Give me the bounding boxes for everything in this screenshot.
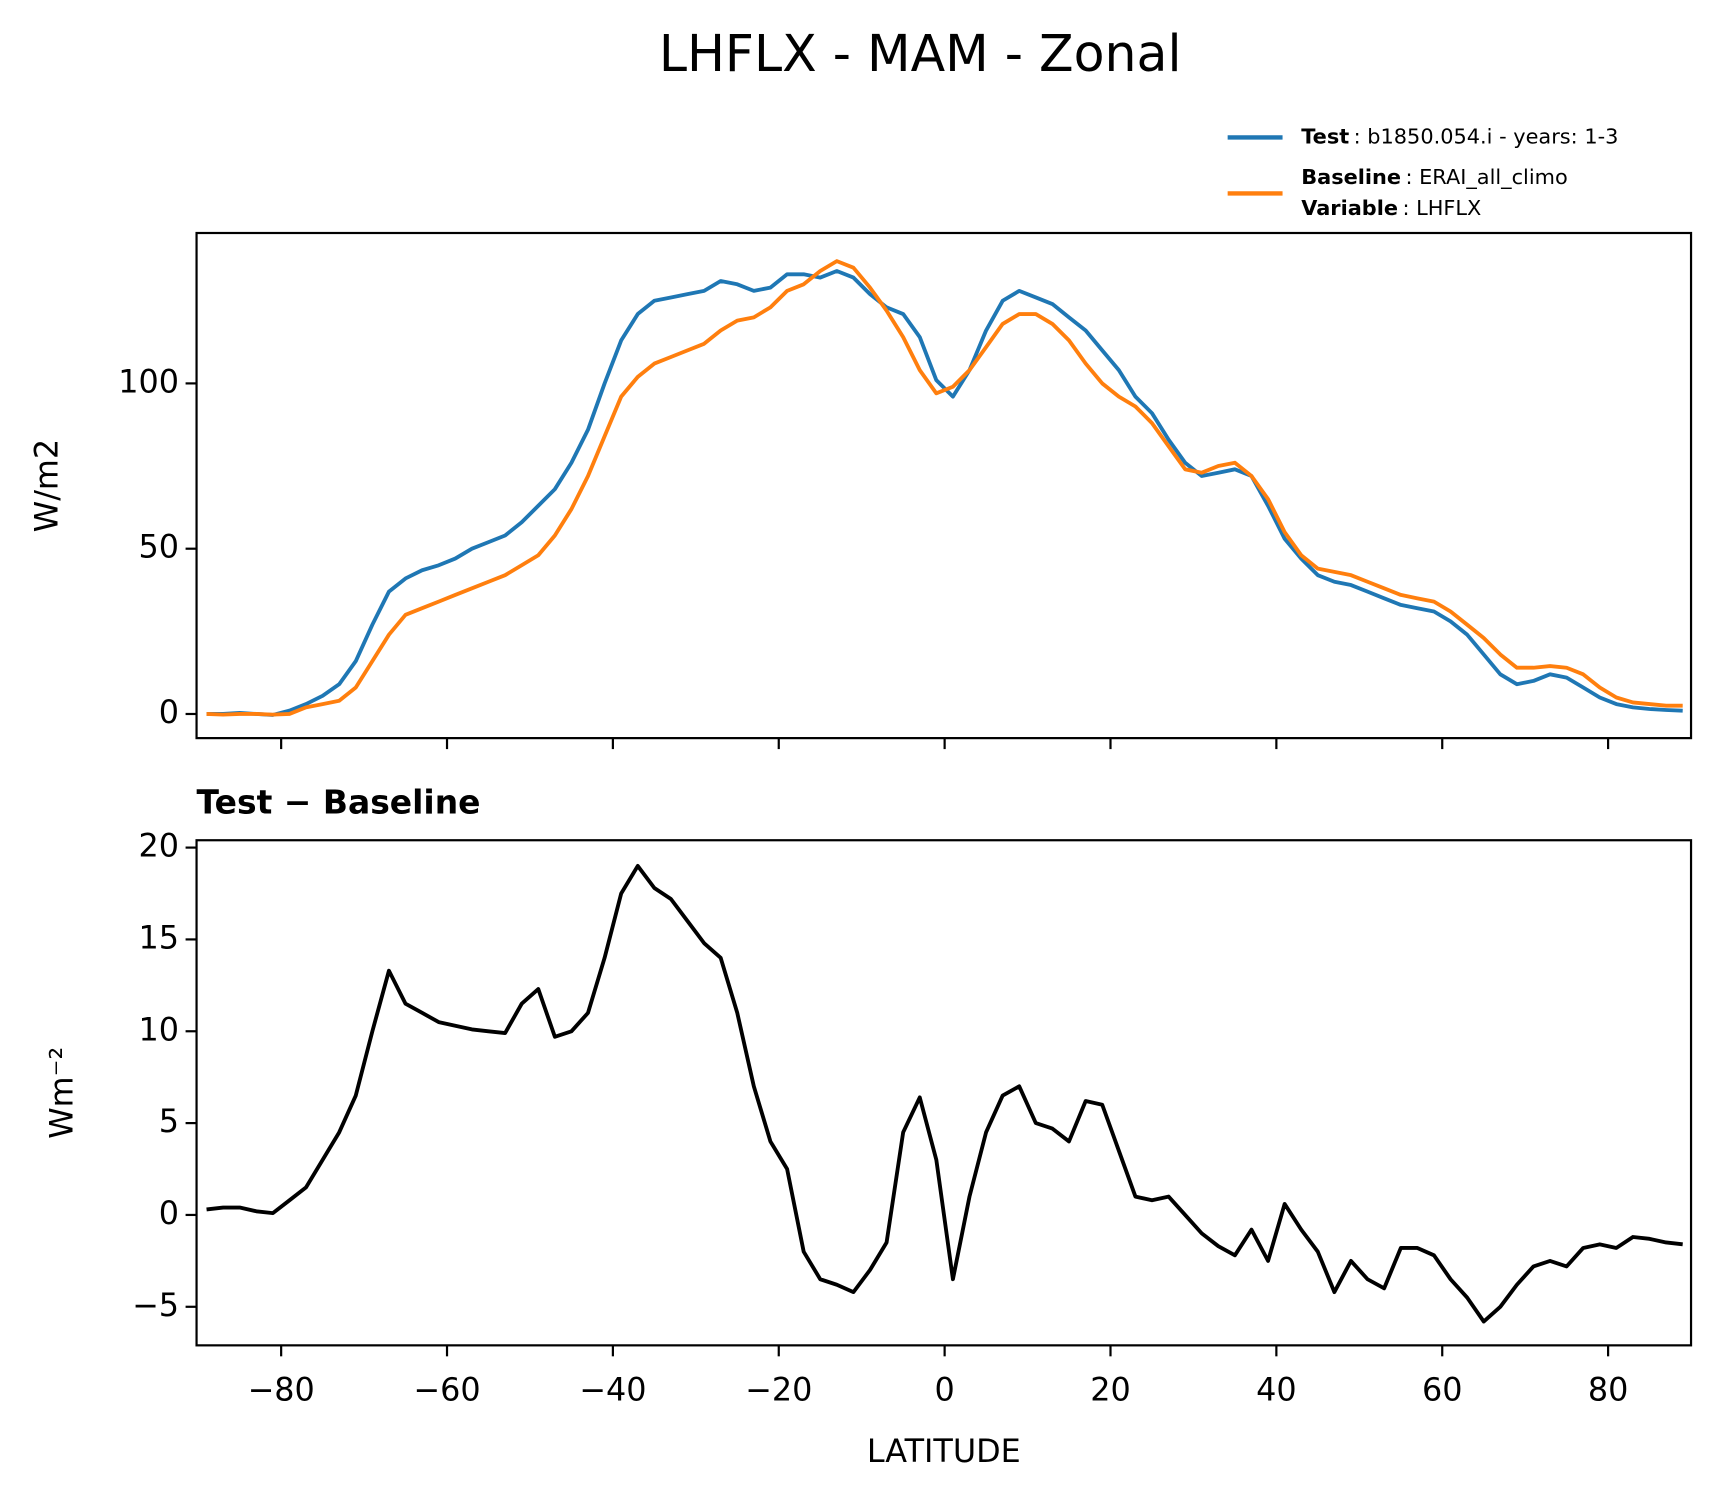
y-tick-label: 15 [138,918,179,956]
y-tick-label: 0 [159,693,179,731]
series-line [206,864,1683,1324]
y-tick-label: 5 [159,1102,179,1140]
y-axis-label: Wm⁻² [43,1047,81,1139]
legend-entry: Variable: LHFLX [1301,196,1481,220]
y-tick-label: 10 [138,1010,179,1048]
legend-value: : ERAI_all_climo [1405,165,1567,190]
y-tick-label: 100 [118,362,179,400]
legend-value: : b1850.054.i - years: 1-3 [1354,124,1619,148]
x-tick-label: 20 [1090,1370,1131,1408]
y-tick-label: 50 [138,528,179,566]
series-line [206,269,1683,717]
x-tick-label: 40 [1256,1370,1297,1408]
figure-title: LHFLX - MAM - Zonal [659,24,1182,83]
y-tick-label: 20 [138,827,179,865]
y-tick-label: 0 [159,1194,179,1232]
x-tick-label: −20 [745,1370,812,1408]
legend-entry: Test: b1850.054.i - years: 1-3 [1301,124,1618,148]
axes-frame [195,231,1693,740]
y-tick-label: −5 [132,1286,179,1324]
x-tick-label: 60 [1422,1370,1463,1408]
x-axis-label: LATITUDE [867,1432,1021,1470]
x-tick-label: 0 [934,1370,954,1408]
axes-frame [195,839,1693,1347]
legend-value: : LHFLX [1402,196,1481,220]
series-line [206,259,1683,717]
x-tick-label: −60 [413,1370,480,1408]
legend-key: Variable [1301,196,1398,220]
x-tick-label: 80 [1588,1370,1629,1408]
y-axis-label: W/m2 [27,439,65,532]
x-tick-label: −40 [579,1370,646,1408]
x-tick-label: −80 [248,1370,315,1408]
legend-entry: Baseline: ERAI_all_climo [1301,165,1568,190]
axes-title: Test − Baseline [197,783,481,822]
legend-key: Test [1301,124,1349,148]
legend-key: Baseline [1301,165,1401,189]
